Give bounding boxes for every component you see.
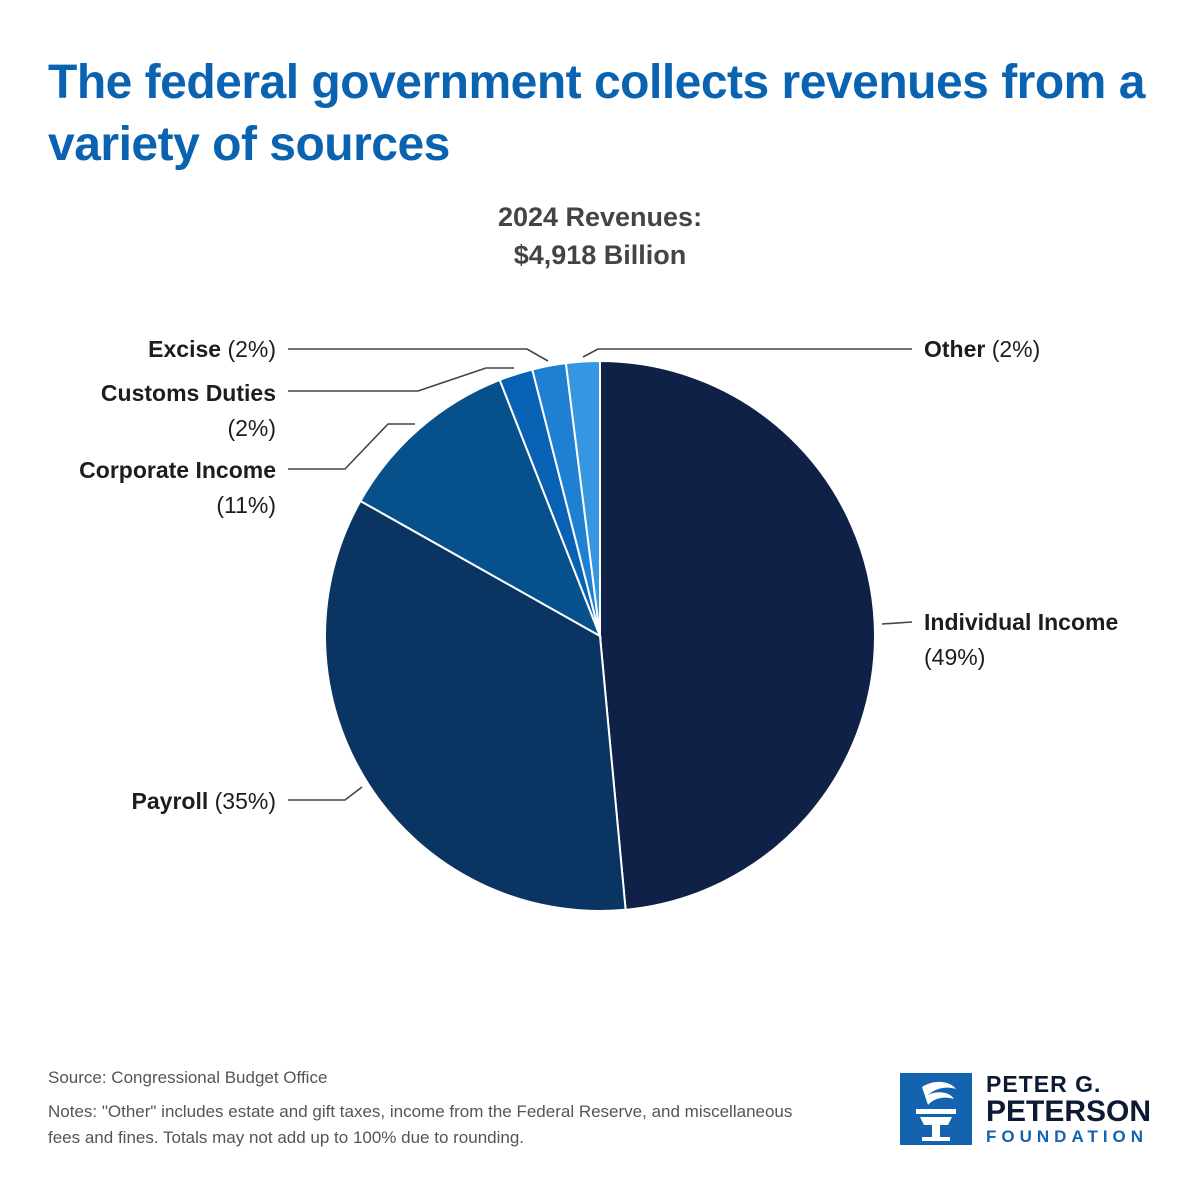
label-name: Customs Duties	[101, 380, 276, 406]
torch-logo-icon	[900, 1073, 972, 1145]
logo-line-1: PETER G.	[986, 1071, 1102, 1097]
data-label-excise: Excise (2%)	[148, 336, 276, 362]
data-label-corporate-income: Corporate Income (11%)	[79, 457, 276, 518]
label-name: Corporate Income	[79, 457, 276, 483]
label-name: Excise	[148, 336, 221, 362]
subtitle-line-2: $4,918 Billion	[513, 240, 687, 270]
logo-line-2: PETERSON	[986, 1095, 1152, 1128]
label-percent: (11%)	[216, 492, 276, 518]
chart-subtitle: 2024 Revenues: $4,918 Billion	[0, 198, 1200, 274]
pie-slice-payroll	[324, 499, 627, 912]
leader-line-individual-income	[881, 621, 913, 625]
data-label-individual-income: Individual Income (49%)	[924, 609, 1118, 670]
leader-line-other	[582, 348, 912, 358]
leader-line-excise	[288, 348, 549, 362]
data-label-other: Other (2%)	[924, 336, 1040, 362]
pie-slice-other	[564, 359, 601, 637]
label-percent: (2%)	[227, 336, 276, 362]
logo-text: PETER G. PETERSON FOUNDATION	[986, 1071, 1151, 1147]
source-note: Source: Congressional Budget Office	[48, 1068, 328, 1087]
chart-title: The federal government collects revenues…	[48, 56, 1145, 171]
subtitle-line-1: 2024 Revenues:	[497, 202, 703, 232]
label-percent: (2%)	[992, 336, 1041, 362]
pie-slice-corporate-income	[359, 378, 602, 639]
peterson-foundation-logo: PETER G. PETERSON FOUNDATION	[900, 1071, 1160, 1148]
data-label-customs-duties: Customs Duties (2%)	[101, 380, 276, 441]
notes-text: Notes: "Other" includes estate and gift …	[48, 1102, 793, 1147]
leader-line-customs-duties	[288, 367, 514, 392]
pie-slice-individual-income	[599, 359, 876, 911]
label-percent: (2%)	[227, 415, 276, 441]
label-percent: (49%)	[924, 644, 985, 670]
label-name: Other	[924, 336, 985, 362]
leader-line-payroll	[288, 786, 363, 801]
label-name: Payroll	[132, 788, 209, 814]
label-percent: (35%)	[215, 788, 276, 814]
leader-line-corporate-income	[288, 423, 415, 470]
data-label-payroll: Payroll (35%)	[132, 788, 276, 814]
logo-line-3: FOUNDATION	[986, 1127, 1149, 1146]
label-name: Individual Income	[924, 609, 1118, 635]
